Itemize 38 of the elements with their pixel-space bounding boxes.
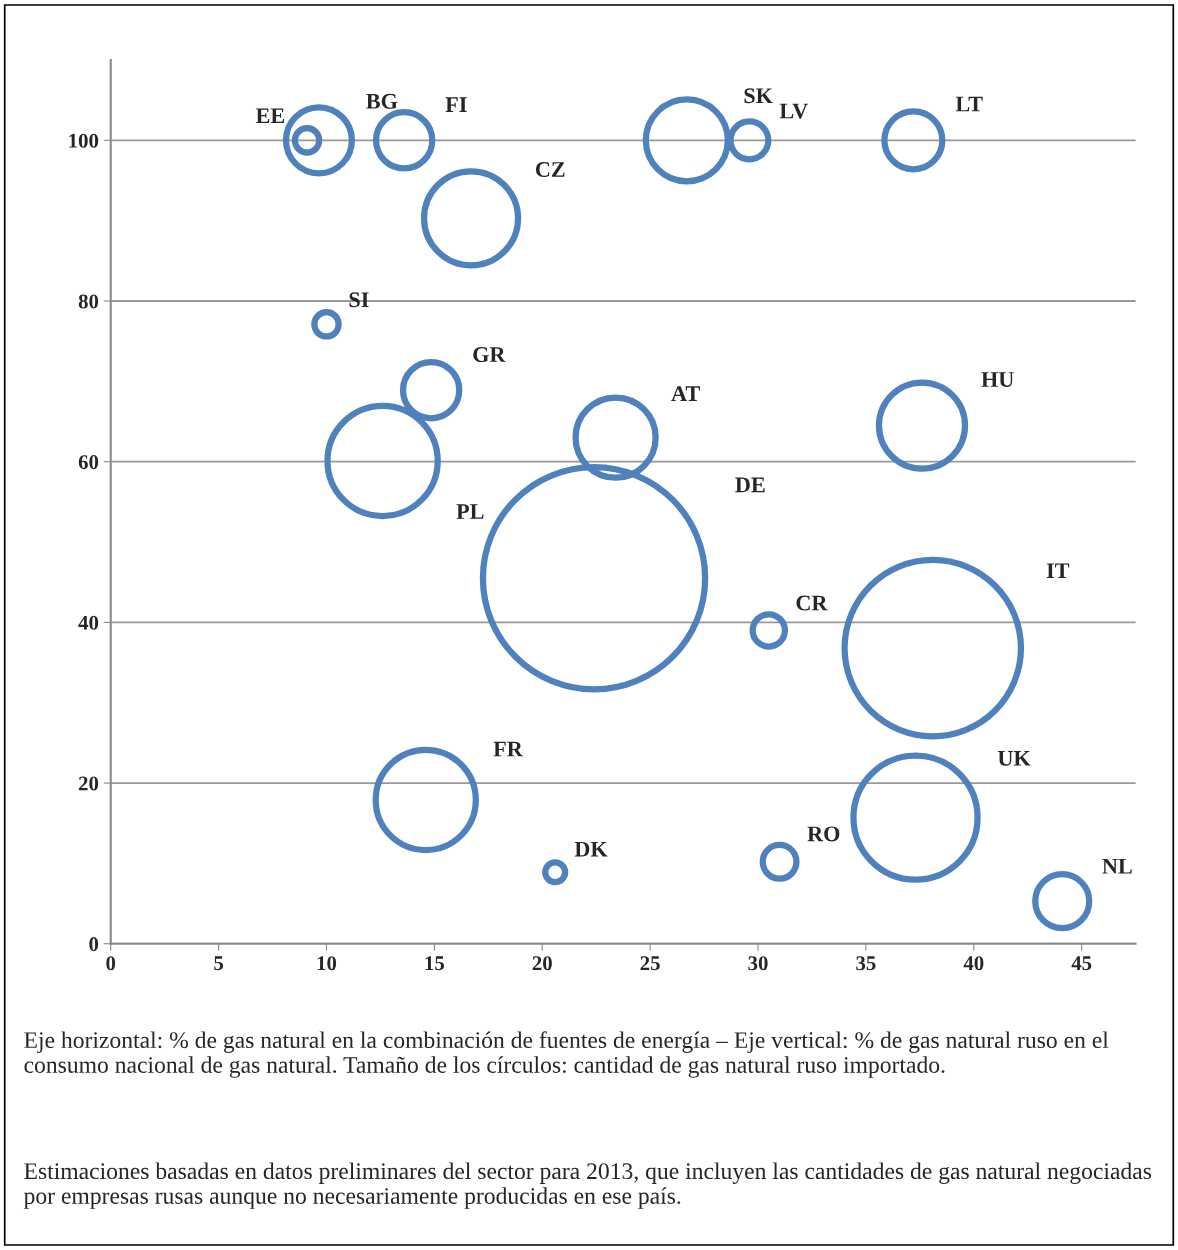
x-tick-label: 5 [214, 956, 224, 971]
annotation: SK [744, 88, 773, 104]
annotation: UK [997, 751, 1031, 766]
annotation: GR [473, 347, 506, 362]
y-tick-label: 60 [78, 455, 99, 470]
x-tick-label: 40 [963, 956, 984, 971]
annotation: DK [574, 841, 608, 857]
annotation: CR [796, 595, 828, 611]
annotation: FI [445, 97, 467, 112]
x-tick-label: 35 [856, 956, 876, 971]
y-tick-label: 80 [78, 294, 99, 309]
y-tick-label: 20 [78, 776, 99, 791]
annotation: PL [456, 504, 484, 519]
annotation: LT [955, 96, 983, 112]
x-tick-label: 45 [1071, 956, 1092, 971]
annotation: DE [735, 477, 765, 493]
annotation: RO [807, 826, 840, 842]
annotation: EE [255, 108, 285, 123]
x-tick-label: 0 [106, 956, 116, 971]
annotation: BG [366, 93, 398, 109]
y-tick-label: 40 [78, 615, 99, 630]
annotation: NL [1102, 858, 1132, 874]
text: Estimaciones basadas en datos preliminares del sector para 2013, que incluyen las cantidades de gas natural negociadas por empresas rusas aunque no necesariamente producidas en ese país. [23, 1162, 1152, 1209]
annotation: FR [493, 741, 523, 757]
x-tick-label: 10 [317, 956, 337, 971]
x-tick-label: 15 [425, 956, 445, 971]
x-tick-label: 25 [640, 956, 660, 971]
annotation: IT [1046, 563, 1070, 578]
annotation: LV [779, 103, 808, 119]
x-tick-label: 30 [748, 956, 768, 971]
y-tick-label: 100 [69, 133, 99, 148]
y-tick-label: 0 [89, 937, 99, 952]
annotation: SI [349, 292, 369, 308]
x-tick-label: 20 [532, 956, 552, 971]
annotation: AT [671, 386, 700, 401]
text: Eje horizontal: % de gas natural en la combinación de fuentes de energía – Eje vertical: % de gas natural ruso en el consumo nacional de gas natural. Tamaño de los círculos: cantidad de gas natural ruso importado. [24, 1031, 1109, 1078]
annotation: HU [981, 372, 1014, 387]
annotation: CZ [535, 162, 565, 177]
